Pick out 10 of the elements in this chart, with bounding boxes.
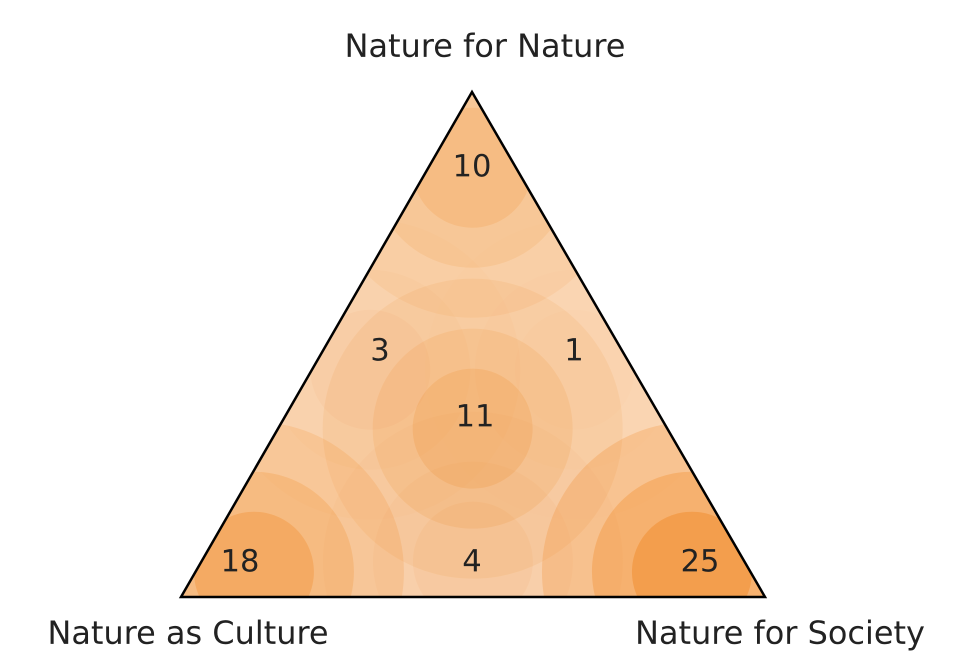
data-label: 11 bbox=[458, 404, 492, 426]
text: Nature as Culture bbox=[50, 620, 327, 644]
text: Nature for Society bbox=[638, 620, 924, 650]
data-label: 3 bbox=[372, 338, 388, 361]
data-label: 25 bbox=[682, 548, 717, 572]
text: Nature for Nature bbox=[348, 32, 624, 58]
data-label: 1 bbox=[568, 338, 581, 360]
data-label: 18 bbox=[224, 548, 258, 572]
data-label: 10 bbox=[456, 154, 490, 177]
data-label: 4 bbox=[464, 549, 480, 572]
